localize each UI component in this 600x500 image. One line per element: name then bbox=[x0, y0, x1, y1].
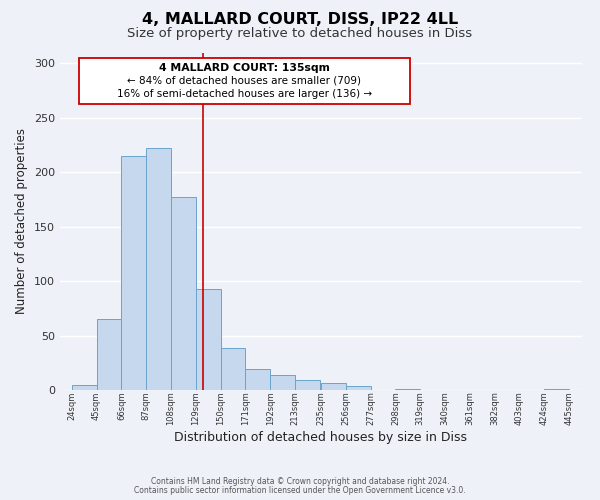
Text: Size of property relative to detached houses in Diss: Size of property relative to detached ho… bbox=[127, 28, 473, 40]
Bar bbox=[245, 370, 270, 390]
Bar bbox=[171, 198, 196, 390]
Text: 4 MALLARD COURT: 135sqm: 4 MALLARD COURT: 135sqm bbox=[159, 63, 329, 73]
Text: ← 84% of detached houses are smaller (709): ← 84% of detached houses are smaller (70… bbox=[127, 76, 361, 86]
Bar bbox=[395, 389, 420, 390]
FancyBboxPatch shape bbox=[79, 58, 410, 104]
Bar bbox=[270, 375, 295, 390]
Text: Contains HM Land Registry data © Crown copyright and database right 2024.: Contains HM Land Registry data © Crown c… bbox=[151, 477, 449, 486]
Bar bbox=[221, 348, 245, 390]
Bar bbox=[121, 156, 146, 390]
Text: 4, MALLARD COURT, DISS, IP22 4LL: 4, MALLARD COURT, DISS, IP22 4LL bbox=[142, 12, 458, 28]
Bar bbox=[295, 380, 320, 390]
Y-axis label: Number of detached properties: Number of detached properties bbox=[16, 128, 28, 314]
Bar bbox=[544, 389, 569, 390]
Bar bbox=[346, 386, 371, 390]
Bar bbox=[72, 384, 97, 390]
Bar bbox=[146, 148, 171, 390]
Bar bbox=[321, 384, 346, 390]
Text: 16% of semi-detached houses are larger (136) →: 16% of semi-detached houses are larger (… bbox=[116, 88, 372, 99]
Bar bbox=[196, 289, 221, 390]
X-axis label: Distribution of detached houses by size in Diss: Distribution of detached houses by size … bbox=[175, 431, 467, 444]
Text: Contains public sector information licensed under the Open Government Licence v3: Contains public sector information licen… bbox=[134, 486, 466, 495]
Bar bbox=[97, 319, 121, 390]
